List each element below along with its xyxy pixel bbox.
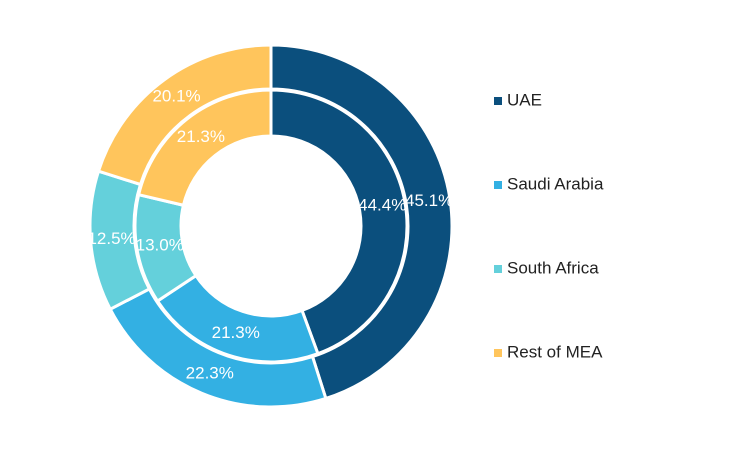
inner-ring bbox=[133, 88, 409, 364]
inner-slice-uae bbox=[269, 88, 409, 356]
legend-label: Saudi Arabia bbox=[507, 174, 604, 193]
outer-label-rest-of-mea: 20.1% bbox=[152, 86, 200, 105]
legend-item-rest-of-mea: Rest of MEA bbox=[494, 342, 603, 361]
legend-swatch bbox=[494, 265, 502, 273]
outer-label-uae: 45.1% bbox=[405, 191, 453, 210]
inner-label-rest-of-mea: 21.3% bbox=[177, 127, 225, 146]
inner-label-uae: 44.4% bbox=[358, 196, 406, 215]
outer-label-saudi-arabia: 22.3% bbox=[186, 363, 234, 382]
legend-label: UAE bbox=[507, 90, 542, 109]
legend-item-saudi-arabia: Saudi Arabia bbox=[494, 174, 604, 193]
inner-label-south-africa: 13.0% bbox=[136, 235, 184, 254]
inner-slice-rest-of-mea bbox=[136, 88, 273, 208]
legend-swatch bbox=[494, 349, 502, 357]
legend-swatch bbox=[494, 181, 502, 189]
legend-label: South Africa bbox=[507, 258, 599, 277]
legend-item-uae: UAE bbox=[494, 90, 542, 109]
legend-label: Rest of MEA bbox=[507, 342, 603, 361]
legend: UAE Saudi Arabia South Africa Rest of MEA bbox=[494, 90, 604, 361]
legend-item-south-africa: South Africa bbox=[494, 258, 599, 277]
outer-ring bbox=[88, 43, 454, 409]
inner-label-saudi-arabia: 21.3% bbox=[212, 323, 260, 342]
legend-swatch bbox=[494, 97, 502, 105]
outer-label-south-africa: 12.5% bbox=[87, 229, 135, 248]
data-labels: 45.1% 22.3% 12.5% 20.1% 44.4% 21.3% 13.0% 21.3% bbox=[87, 86, 453, 382]
